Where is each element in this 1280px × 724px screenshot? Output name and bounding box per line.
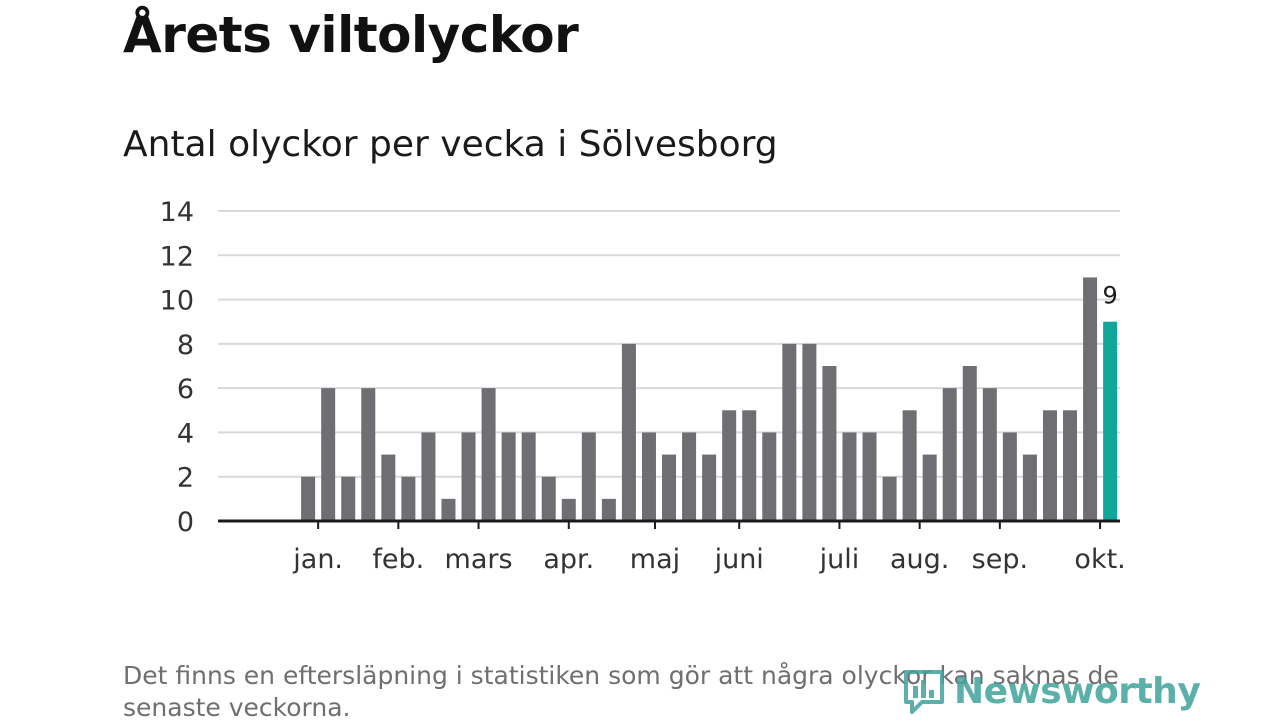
bar (782, 343, 797, 521)
y-tick-label: 2 (177, 463, 194, 494)
x-tick-label: juli (819, 544, 860, 575)
bars: 9 (301, 277, 1118, 521)
x-tick-label: feb. (372, 544, 424, 575)
x-tick-label: juni (714, 544, 764, 575)
bar (381, 454, 396, 521)
bar (922, 454, 937, 521)
bar (942, 388, 957, 521)
bar-highlight (1103, 321, 1118, 521)
y-tick-label: 8 (177, 330, 194, 361)
bar (341, 476, 356, 521)
y-tick-label: 14 (160, 197, 194, 228)
bar (762, 432, 777, 521)
bar (361, 388, 376, 521)
bar (682, 432, 697, 521)
bar (441, 498, 456, 521)
bar (501, 432, 516, 521)
bar (401, 476, 416, 521)
x-tick-label: apr. (543, 544, 594, 575)
bar (1083, 277, 1098, 521)
y-axis-ticks: 0 2 4 6 8 10 12 14 (160, 197, 194, 538)
y-tick-label: 12 (160, 241, 194, 272)
y-tick-label: 0 (177, 507, 194, 538)
chart-subtitle: Antal olyckor per vecka i Sölvesborg (123, 124, 778, 165)
x-axis-ticks: jan. feb. mars apr. maj juni juli aug. sep. okt. (292, 521, 1126, 575)
bar (862, 432, 877, 521)
bar (882, 476, 897, 521)
bar (962, 366, 977, 521)
y-tick-label: 10 (160, 286, 194, 317)
brand-logo: Newsworthy (902, 668, 1201, 714)
bar (842, 432, 857, 521)
bar (601, 498, 616, 521)
bar (461, 432, 476, 521)
y-tick-label: 4 (177, 418, 194, 449)
highlight-value-label: 9 (1102, 282, 1117, 310)
bar (581, 432, 596, 521)
x-tick-label: maj (630, 544, 680, 575)
bar-chart-speech-bubble-icon (904, 670, 944, 714)
bar (301, 476, 316, 521)
bar (722, 410, 737, 521)
bar (541, 476, 556, 521)
bar (621, 343, 636, 521)
brand-name: Newsworthy (954, 670, 1201, 712)
footnote: Det finns en eftersläpning i statistiken… (123, 661, 1119, 722)
bar (822, 366, 837, 521)
x-tick-label: sep. (972, 544, 1028, 575)
bar (521, 432, 536, 521)
bar (662, 454, 677, 521)
x-tick-label: okt. (1074, 544, 1125, 575)
x-tick-label: mars (445, 544, 513, 575)
bar (802, 343, 817, 521)
chart-title: Årets viltolyckor (123, 6, 579, 64)
bar (481, 388, 496, 521)
bar (421, 432, 436, 521)
bar (1042, 410, 1057, 521)
bar (742, 410, 757, 521)
bar (902, 410, 917, 521)
bar (1002, 432, 1017, 521)
bar (1063, 410, 1078, 521)
x-tick-label: jan. (292, 544, 343, 575)
bar (702, 454, 717, 521)
bar (321, 388, 336, 521)
bar (1022, 454, 1037, 521)
bar (982, 388, 997, 521)
x-tick-label: aug. (890, 544, 949, 575)
y-tick-label: 6 (177, 374, 194, 405)
bar (561, 498, 576, 521)
bar (641, 432, 656, 521)
